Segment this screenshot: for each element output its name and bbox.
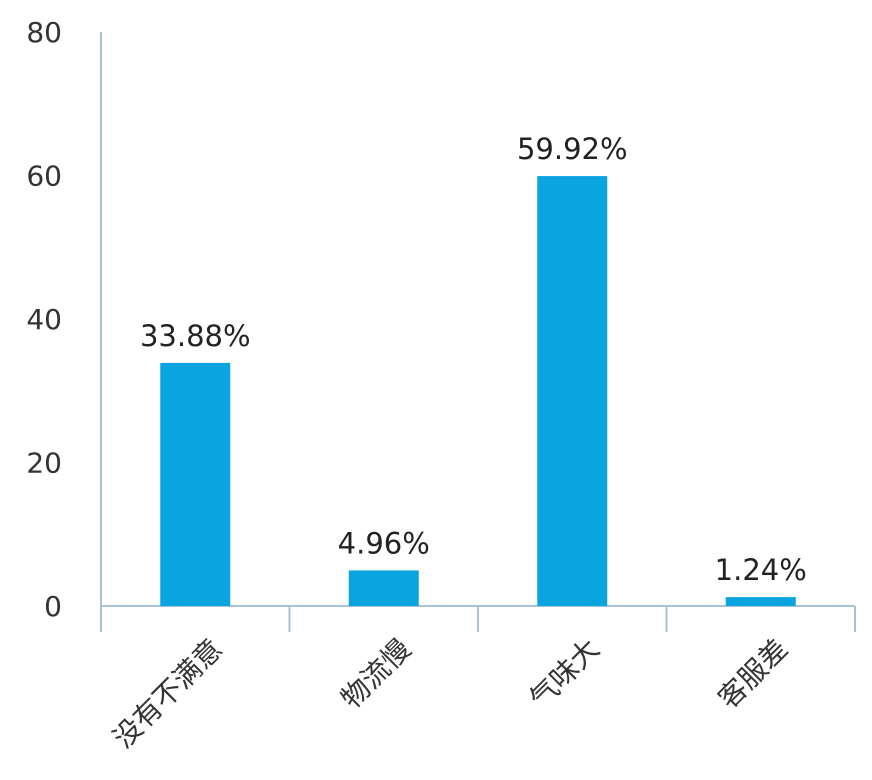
x-tick-label: 没有不满意 <box>107 632 229 754</box>
bar <box>348 570 419 606</box>
data-label: 59.92% <box>517 132 628 166</box>
bar <box>725 597 796 606</box>
data-label: 4.96% <box>338 526 430 560</box>
y-tick-label: 0 <box>44 590 62 623</box>
x-tick-label: 客服差 <box>712 632 795 715</box>
data-label: 33.88% <box>140 319 251 353</box>
labels: 0 20 40 60 80 33.88% 没有不满意 4.96% 物流慢 59.92% 气味大 1.2… <box>26 16 806 755</box>
y-tick-label: 20 <box>26 447 62 480</box>
y-tick-label: 60 <box>26 160 62 193</box>
x-tick-label: 物流慢 <box>335 632 418 715</box>
x-tick-label: 气味大 <box>523 632 606 715</box>
data-label: 1.24% <box>715 553 807 587</box>
bars <box>160 176 796 606</box>
bar <box>537 176 608 606</box>
y-tick-label: 40 <box>26 303 62 336</box>
bar <box>160 362 231 606</box>
y-tick-label: 80 <box>26 16 62 49</box>
